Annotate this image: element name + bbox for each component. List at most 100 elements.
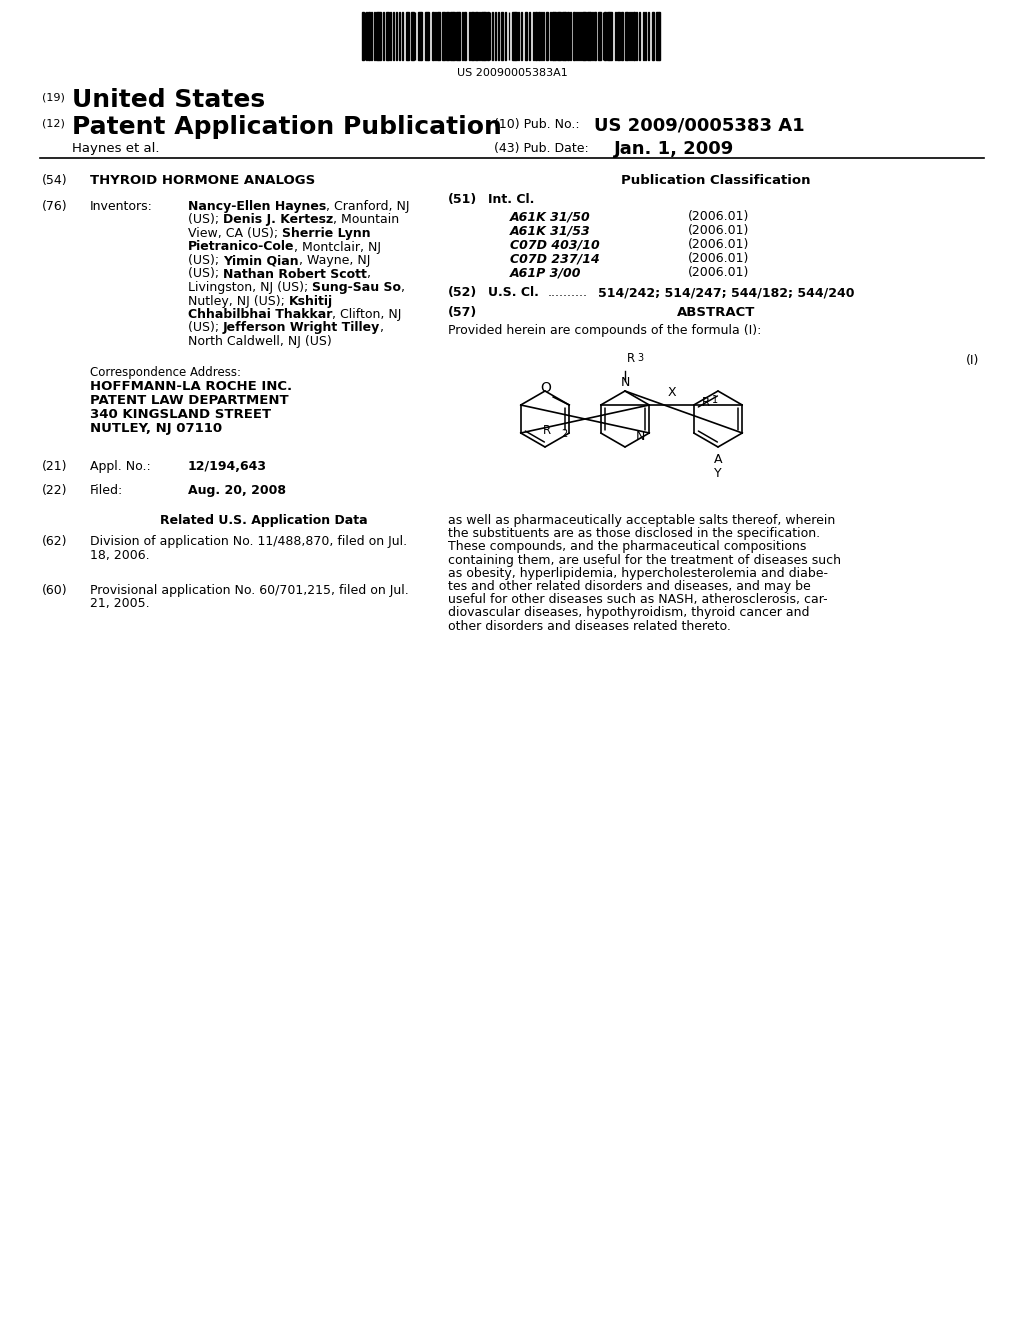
Text: 21, 2005.: 21, 2005. — [90, 598, 150, 610]
Text: Y: Y — [714, 467, 722, 480]
Text: Jefferson Wright Tilley: Jefferson Wright Tilley — [223, 322, 380, 334]
Text: containing them, are useful for the treatment of diseases such: containing them, are useful for the trea… — [449, 553, 841, 566]
Text: US 20090005383A1: US 20090005383A1 — [457, 69, 567, 78]
Text: (2006.01): (2006.01) — [688, 252, 750, 265]
Text: THYROID HORMONE ANALOGS: THYROID HORMONE ANALOGS — [90, 174, 315, 187]
Bar — [481, 12, 483, 59]
Text: 340 KINGSLAND STREET: 340 KINGSLAND STREET — [90, 408, 271, 421]
Text: HOFFMANN-LA ROCHE INC.: HOFFMANN-LA ROCHE INC. — [90, 380, 292, 393]
Bar — [471, 12, 474, 59]
Text: A61K 31/53: A61K 31/53 — [510, 224, 591, 238]
Text: United States: United States — [72, 88, 265, 112]
Text: (10) Pub. No.:: (10) Pub. No.: — [494, 117, 580, 131]
Text: Publication Classification: Publication Classification — [622, 174, 811, 187]
Text: Haynes et al.: Haynes et al. — [72, 143, 160, 154]
Bar — [456, 12, 459, 59]
Text: US 2009/0005383 A1: US 2009/0005383 A1 — [594, 116, 805, 135]
Text: as obesity, hyperlipidemia, hypercholesterolemia and diabe-: as obesity, hyperlipidemia, hypercholest… — [449, 566, 828, 579]
Text: Correspondence Address:: Correspondence Address: — [90, 366, 241, 379]
Bar — [617, 12, 620, 59]
Bar — [553, 12, 556, 59]
Text: Int. Cl.: Int. Cl. — [488, 193, 535, 206]
Text: NUTLEY, NJ 07110: NUTLEY, NJ 07110 — [90, 422, 222, 436]
Text: (54): (54) — [42, 174, 68, 187]
Text: Appl. No.:: Appl. No.: — [90, 459, 151, 473]
Bar — [598, 12, 601, 59]
Text: 2: 2 — [561, 429, 567, 440]
Text: A61K 31/50: A61K 31/50 — [510, 210, 591, 223]
Bar — [639, 12, 640, 59]
Text: (2006.01): (2006.01) — [688, 238, 750, 251]
Text: U.S. Cl.: U.S. Cl. — [488, 286, 539, 300]
Bar — [582, 12, 584, 59]
Text: PATENT LAW DEPARTMENT: PATENT LAW DEPARTMENT — [90, 393, 289, 407]
Text: Patent Application Publication: Patent Application Publication — [72, 115, 502, 139]
Text: (57): (57) — [449, 306, 477, 319]
Text: 18, 2006.: 18, 2006. — [90, 549, 150, 561]
Bar — [587, 12, 590, 59]
Text: These compounds, and the pharmaceutical compositions: These compounds, and the pharmaceutical … — [449, 540, 806, 553]
Text: (21): (21) — [42, 459, 68, 473]
Text: Denis J. Kertesz: Denis J. Kertesz — [223, 214, 334, 227]
Bar — [362, 12, 364, 59]
Text: Related U.S. Application Data: Related U.S. Application Data — [160, 513, 368, 527]
Bar — [406, 12, 409, 59]
Text: 12/194,643: 12/194,643 — [188, 459, 267, 473]
Bar — [501, 12, 503, 59]
Bar — [573, 12, 574, 59]
Text: , Montclair, NJ: , Montclair, NJ — [295, 240, 382, 253]
Bar — [512, 12, 515, 59]
Bar — [368, 12, 370, 59]
Text: (US);: (US); — [188, 253, 223, 267]
Bar — [557, 12, 558, 59]
Bar — [536, 12, 537, 59]
Text: N: N — [621, 376, 630, 389]
Bar — [450, 12, 453, 59]
Text: other disorders and diseases related thereto.: other disorders and diseases related the… — [449, 619, 731, 632]
Text: Nancy-Ellen Haynes: Nancy-Ellen Haynes — [188, 201, 327, 213]
Text: Inventors:: Inventors: — [90, 201, 153, 213]
Text: Filed:: Filed: — [90, 484, 123, 498]
Bar — [379, 12, 381, 59]
Text: (43) Pub. Date:: (43) Pub. Date: — [494, 143, 589, 154]
Bar — [525, 12, 526, 59]
Bar — [464, 12, 466, 59]
Bar — [625, 12, 628, 59]
Text: (I): (I) — [966, 354, 979, 367]
Text: A: A — [714, 453, 722, 466]
Bar — [562, 12, 564, 59]
Text: Yimin Qian: Yimin Qian — [223, 253, 299, 267]
Text: useful for other diseases such as NASH, atherosclerosis, car-: useful for other diseases such as NASH, … — [449, 593, 827, 606]
Bar — [446, 12, 450, 59]
Text: (12): (12) — [42, 117, 65, 128]
Text: R: R — [701, 396, 710, 408]
Bar — [386, 12, 389, 59]
Bar — [432, 12, 434, 59]
Text: as well as pharmaceutically acceptable salts thereof, wherein: as well as pharmaceutically acceptable s… — [449, 513, 836, 527]
Bar — [401, 12, 403, 59]
Text: (60): (60) — [42, 583, 68, 597]
Text: R: R — [543, 425, 551, 437]
Bar — [454, 12, 455, 59]
Text: (76): (76) — [42, 201, 68, 213]
Text: North Caldwell, NJ (US): North Caldwell, NJ (US) — [188, 335, 332, 348]
Bar — [607, 12, 608, 59]
Bar — [484, 12, 486, 59]
Bar — [614, 12, 616, 59]
Text: tes and other related disorders and diseases, and may be: tes and other related disorders and dise… — [449, 579, 811, 593]
Text: Jan. 1, 2009: Jan. 1, 2009 — [614, 140, 734, 158]
Text: 514/242; 514/247; 544/182; 544/240: 514/242; 514/247; 544/182; 544/240 — [598, 286, 854, 300]
Text: (US);: (US); — [188, 214, 223, 227]
Text: Provisional application No. 60/701,215, filed on Jul.: Provisional application No. 60/701,215, … — [90, 583, 409, 597]
Bar — [547, 12, 548, 59]
Text: Pietranico-Cole: Pietranico-Cole — [188, 240, 295, 253]
Text: (2006.01): (2006.01) — [688, 267, 750, 279]
Text: (22): (22) — [42, 484, 68, 498]
Text: Chhabilbhai Thakkar: Chhabilbhai Thakkar — [188, 308, 333, 321]
Text: C07D 237/14: C07D 237/14 — [510, 252, 600, 265]
Text: 3: 3 — [637, 352, 643, 363]
Text: 1: 1 — [712, 395, 718, 405]
Bar — [538, 12, 541, 59]
Text: , Cranford, NJ: , Cranford, NJ — [327, 201, 410, 213]
Bar — [376, 12, 378, 59]
